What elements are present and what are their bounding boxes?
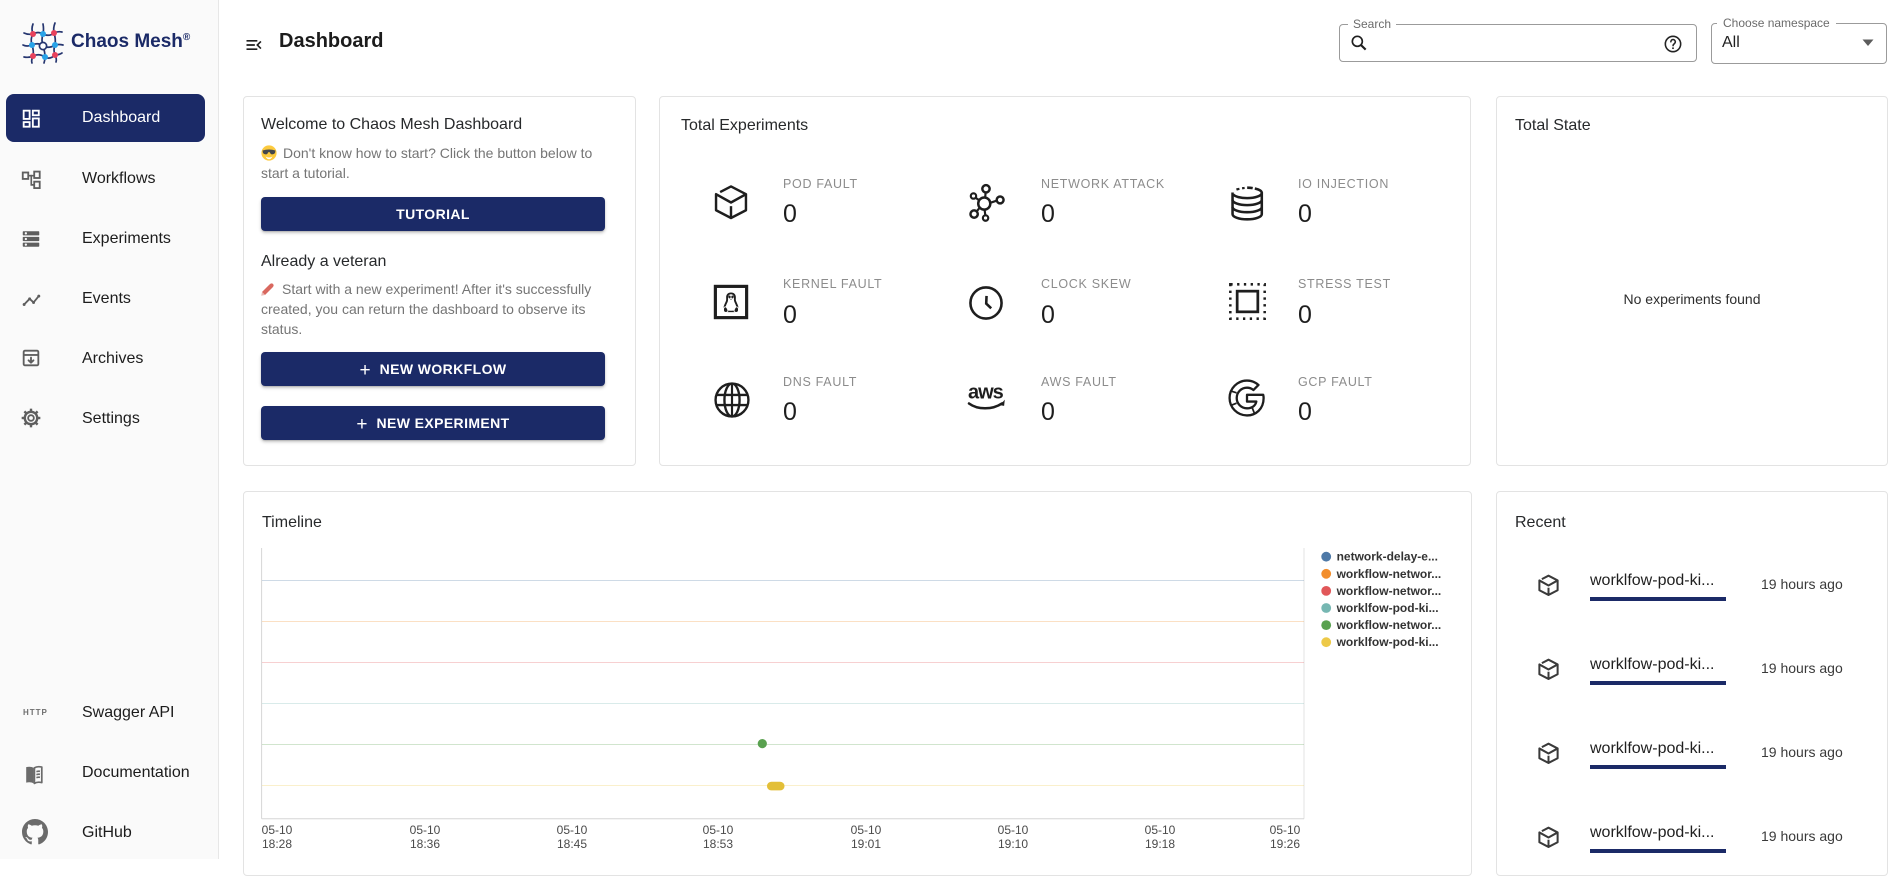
svg-text:19:18: 19:18 — [1145, 837, 1175, 851]
svg-text:19:01: 19:01 — [851, 837, 881, 851]
svg-text:05-10: 05-10 — [1145, 823, 1176, 837]
svg-text:worklfow-pod-ki...: worklfow-pod-ki... — [1336, 601, 1439, 615]
svg-text:workflow-networ...: workflow-networ... — [1336, 584, 1442, 598]
svg-text:05-10: 05-10 — [557, 823, 588, 837]
svg-text:worklfow-pod-ki...: worklfow-pod-ki... — [1336, 635, 1439, 649]
svg-text:05-10: 05-10 — [703, 823, 734, 837]
svg-text:18:53: 18:53 — [703, 837, 733, 851]
svg-text:05-10: 05-10 — [998, 823, 1029, 837]
svg-text:18:36: 18:36 — [410, 837, 440, 851]
svg-text:aws: aws — [968, 382, 1004, 404]
svg-text:network-delay-e...: network-delay-e... — [1337, 550, 1438, 564]
svg-text:05-10: 05-10 — [262, 823, 293, 837]
svg-text:18:28: 18:28 — [262, 837, 292, 851]
svg-text:workflow-networ...: workflow-networ... — [1336, 567, 1442, 581]
svg-text:18:45: 18:45 — [557, 837, 587, 851]
svg-text:05-10: 05-10 — [851, 823, 882, 837]
svg-text:workflow-networ...: workflow-networ... — [1336, 618, 1442, 632]
svg-text:19:26: 19:26 — [1270, 837, 1300, 851]
svg-text:19:10: 19:10 — [998, 837, 1028, 851]
svg-text:05-10: 05-10 — [1270, 823, 1301, 837]
svg-text:05-10: 05-10 — [410, 823, 441, 837]
